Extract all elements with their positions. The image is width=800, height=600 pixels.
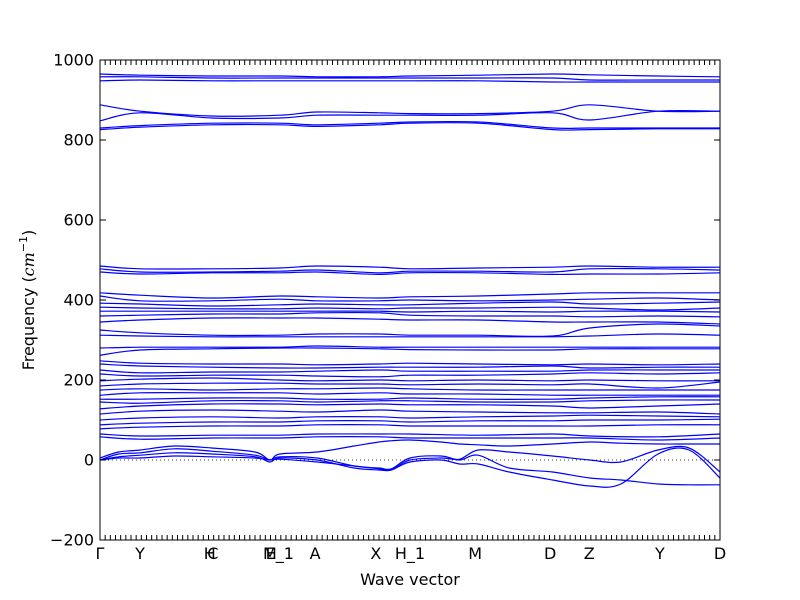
band-line-2	[99, 76, 720, 81]
band-line-24	[99, 369, 720, 374]
band-line-17	[99, 317, 721, 325]
y-tick-label: 1000	[53, 51, 94, 70]
band-line-7	[99, 122, 721, 131]
x-axis-label: Wave vector	[360, 570, 460, 589]
band-line-10	[99, 271, 721, 276]
x-tick-label: Γ	[96, 544, 105, 563]
band-line-25	[99, 372, 721, 378]
band-line-8	[99, 265, 721, 270]
band-line-31	[99, 399, 721, 404]
band-line-4	[99, 104, 721, 117]
y-tick-label: 600	[63, 211, 94, 230]
band-line-23	[99, 363, 721, 369]
x-tick-label: D	[544, 544, 556, 563]
x-tick-label: D	[714, 544, 726, 563]
band-line-9	[99, 267, 721, 274]
x-axis-ticks: Γ Y HC ME_1 A X H_1 M D Z Y D	[96, 60, 726, 564]
x-tick-label: C	[207, 544, 218, 563]
band-line-29	[99, 392, 720, 396]
band-line-21	[99, 347, 720, 356]
x-tick-label: Y	[654, 544, 665, 563]
band-line-5	[99, 109, 721, 122]
band-line-11	[99, 292, 720, 299]
band-line-32	[99, 403, 721, 410]
y-tick-label: 400	[63, 291, 94, 310]
band-line-14	[99, 306, 721, 311]
band-line-22	[99, 360, 721, 366]
y-axis-ticks: −200 0 200 400 600 800 1000	[50, 51, 720, 550]
band-line-20	[99, 345, 720, 349]
band-line-26	[99, 377, 721, 382]
band-line-36	[99, 424, 721, 430]
x-tick-label: Z	[584, 544, 595, 563]
band-line-37	[99, 433, 721, 438]
band-line-12	[99, 295, 721, 302]
x-tick-label: H_1	[395, 544, 425, 564]
band-line-41	[99, 447, 721, 488]
band-line-39	[99, 439, 720, 461]
y-axis-label: Frequency (cm−1)	[17, 230, 38, 371]
band-line-15	[100, 310, 721, 313]
band-line-6	[99, 120, 720, 130]
band-line-1	[99, 73, 721, 78]
band-line-42	[99, 445, 721, 473]
x-tick-label: X	[370, 544, 381, 563]
band-line-3	[99, 79, 720, 83]
band-line-16	[99, 311, 721, 318]
y-tick-label: 200	[63, 371, 94, 390]
band-line-34	[99, 414, 721, 421]
x-tick-label: A	[310, 544, 321, 563]
band-line-35	[99, 418, 721, 426]
band-line-30	[99, 396, 721, 400]
band-line-19	[99, 333, 721, 338]
y-tick-label: −200	[50, 531, 94, 550]
band-line-28	[99, 387, 720, 391]
y-tick-label: 0	[84, 451, 94, 470]
band-line-38	[99, 436, 721, 441]
band-line-13	[99, 301, 721, 307]
x-tick-label: H	[204, 544, 216, 563]
x-tick-label: E_1	[266, 544, 294, 564]
band-lines	[99, 73, 721, 488]
x-tick-label: M	[263, 544, 277, 563]
band-line-18	[99, 323, 721, 337]
x-tick-label: Y	[134, 544, 145, 563]
band-line-33	[99, 409, 721, 415]
band-line-40	[99, 448, 721, 486]
x-tick-label: M	[468, 544, 482, 563]
y-tick-label: 800	[63, 131, 94, 150]
band-line-27	[99, 381, 721, 389]
